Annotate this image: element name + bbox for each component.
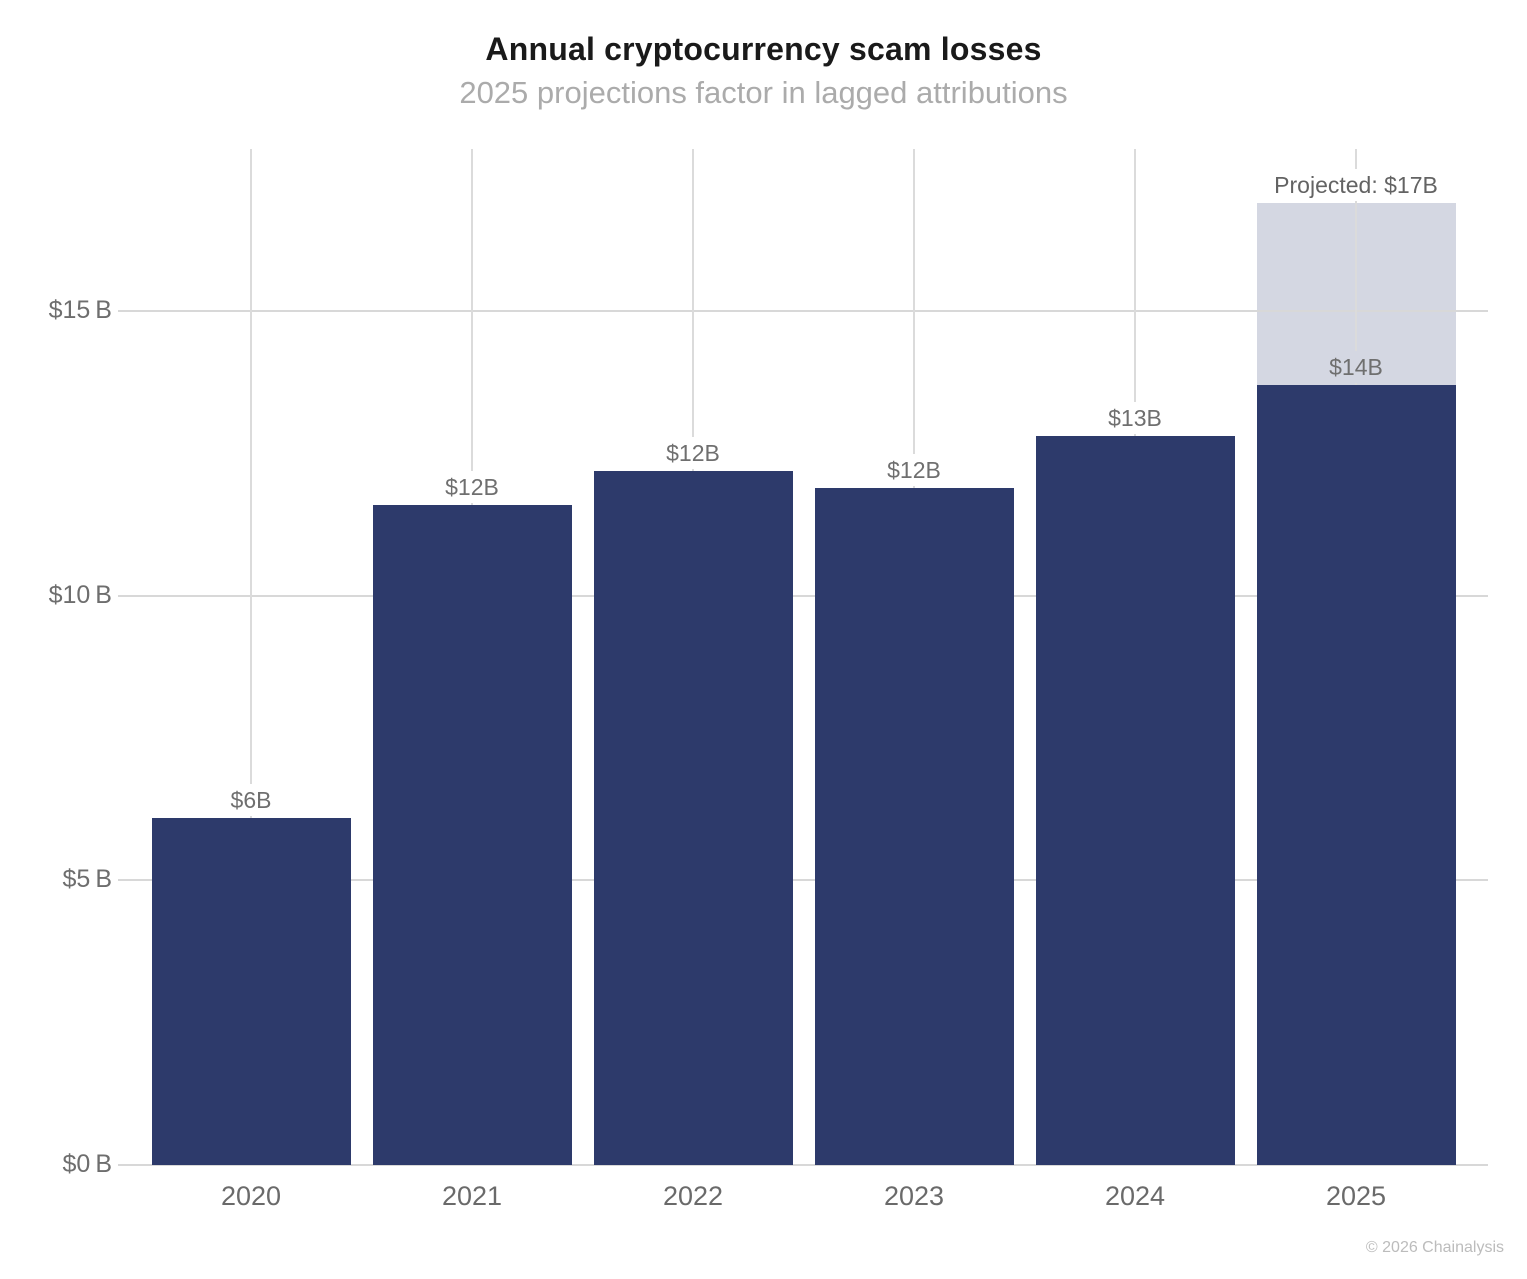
- y-gridline: [118, 310, 1488, 313]
- bar-2025: [1256, 385, 1456, 1165]
- x-tick-label: 2025: [1325, 1181, 1387, 1211]
- y-gridline: [118, 879, 1488, 882]
- x-tick-label: 2022: [662, 1181, 724, 1211]
- bar-value-label: $12B: [437, 470, 507, 503]
- bar-value-label: $12B: [658, 436, 728, 469]
- x-tick-label: 2024: [1104, 1181, 1166, 1211]
- y-gridline: [118, 1164, 1488, 1166]
- y-tick-label: $5 B: [62, 865, 113, 894]
- y-gridline: [118, 594, 1488, 597]
- y-tick-label: $10 B: [48, 580, 112, 609]
- bar-2023: [814, 487, 1014, 1165]
- x-gridline: [250, 149, 252, 1165]
- bar-2021: [372, 504, 572, 1165]
- bar-value-label: $13B: [1100, 402, 1170, 435]
- x-tick-label: 2020: [220, 1181, 282, 1211]
- x-tick-label: 2023: [883, 1181, 945, 1211]
- chart-subtitle: 2025 projections factor in lagged attrib…: [459, 75, 1068, 110]
- copyright-footer: © 2026 Chainalysis: [1365, 1239, 1504, 1256]
- x-tick-label: 2021: [441, 1181, 503, 1211]
- bar-2024: [1035, 436, 1235, 1165]
- projected-annotation: Projected: $17B: [1264, 169, 1448, 202]
- bar-value-label: $14B: [1321, 351, 1391, 384]
- y-tick-label: $0 B: [62, 1150, 113, 1178]
- y-tick-label: $15 B: [48, 296, 112, 325]
- bar-value-label: $12B: [879, 453, 949, 486]
- bar-2022: [593, 470, 793, 1165]
- chart-title: Annual cryptocurrency scam losses: [485, 31, 1042, 67]
- bar-2020: [151, 817, 351, 1165]
- bar-value-label: $6B: [222, 783, 280, 816]
